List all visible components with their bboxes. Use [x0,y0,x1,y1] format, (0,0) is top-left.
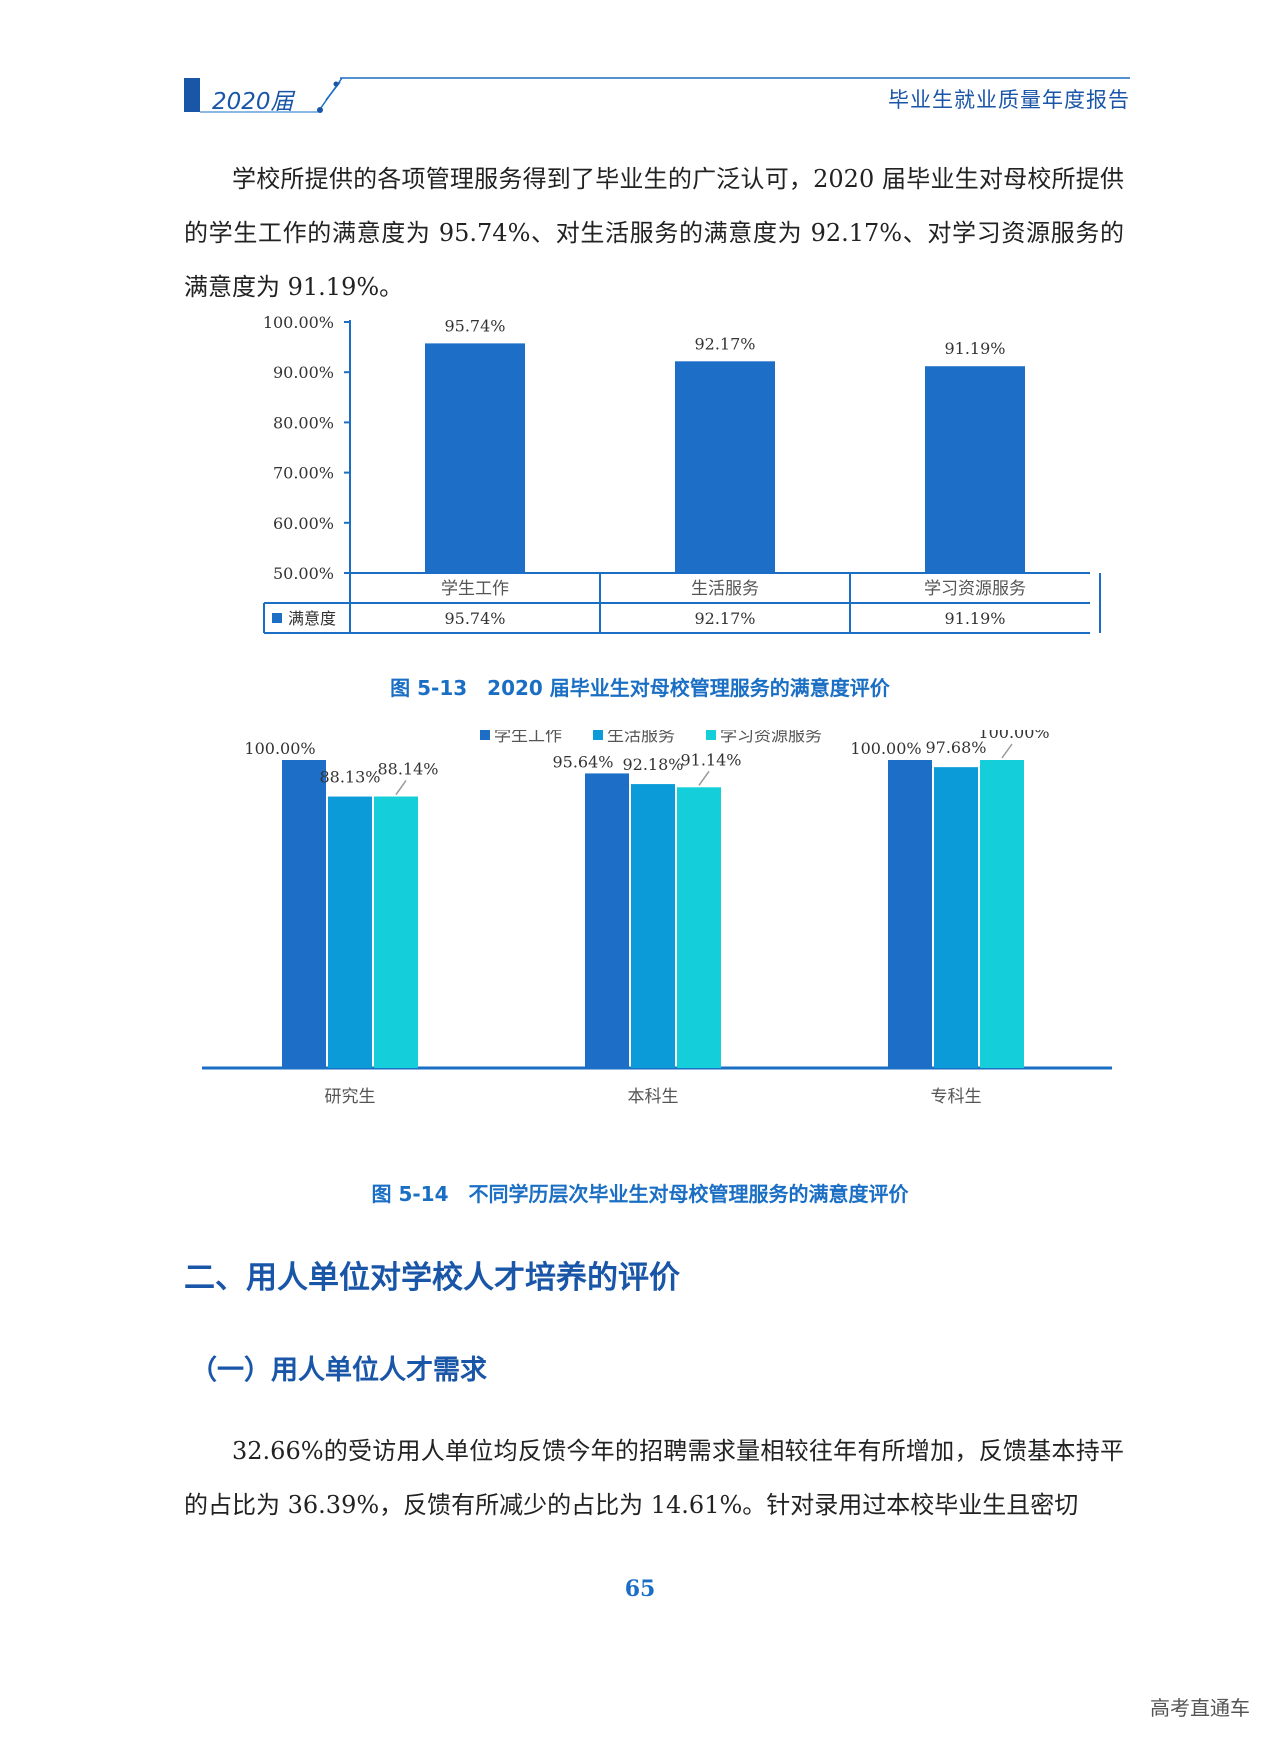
label-leader-line [395,780,407,795]
bar [677,787,721,1068]
label-leader-line [698,770,710,786]
legend-swatch [706,730,716,740]
bar [328,796,372,1068]
figure-caption-5-13: 图 5-13 2020 届毕业生对母校管理服务的满意度评价 [390,676,890,700]
y-tick-label: 100.00% [263,313,334,332]
category-label: 专科生 [931,1087,982,1107]
bar [374,796,418,1068]
bar-value-label: 92.18% [622,755,683,774]
legend-label: 学生工作 [494,730,562,746]
bar-value-label: 100.00% [244,739,315,758]
table-value: 95.74% [444,609,505,628]
bar-value-label: 100.00% [978,730,1049,742]
category-label: 本科生 [628,1087,679,1107]
bar-value-label: 92.17% [694,334,755,353]
legend-swatch-satisfaction [272,613,282,623]
section-heading: 二、用人单位对学校人才培养的评价 [184,1260,680,1296]
y-tick-label: 50.00% [273,564,334,583]
bar [888,760,932,1068]
bar-value-label: 91.19% [944,339,1005,358]
category-label: 生活服务 [691,579,759,599]
label-leader-line [1001,743,1013,759]
legend-swatch [593,730,603,740]
bar [980,760,1024,1068]
legend-label: 学习资源服务 [720,730,822,746]
legend-label: 生活服务 [607,730,675,746]
bar [925,366,1025,573]
y-tick-label: 90.00% [273,363,334,382]
bar-value-label: 95.74% [444,316,505,335]
subsection-heading: （一）用人单位人才需求 [190,1355,487,1386]
bar [934,767,978,1068]
bar-value-label: 91.14% [680,750,741,769]
header-accent-bar [184,78,200,112]
legend-swatch [480,730,490,740]
intro-paragraph: 学校所提供的各项管理服务得到了毕业生的广泛认可，2020 届毕业生对母校所提供的… [184,165,1124,301]
bar-value-label: 97.68% [925,738,986,757]
bar [585,773,629,1068]
bar-value-label: 95.64% [552,752,613,771]
bar [282,760,326,1068]
header-year: 2020届 [212,89,294,115]
table-value: 91.19% [944,609,1005,628]
satisfaction-bar-chart: 100.00% 90.00% 80.00% 70.00% 60.00% 50.00% 满意度… [263,313,1101,634]
page-number: 65 [624,1576,656,1602]
header-report-title: 毕业生就业质量年度报告 [888,88,1130,112]
legend-label-satisfaction: 满意度 [288,609,336,628]
y-tick-label: 70.00% [273,464,334,483]
bar [675,361,775,573]
category-label: 学习资源服务 [924,579,1026,599]
bar-value-label: 88.14% [377,760,438,779]
figure-caption-5-14: 图 5-14 不同学历层次毕业生对母校管理服务的满意度评价 [371,1182,909,1206]
employer-demand-paragraph: 32.66%的受访用人单位均反馈今年的招聘需求量相较往年有所增加，反馈基本持平的… [184,1437,1124,1519]
category-label: 学生工作 [441,579,509,599]
bar [631,784,675,1068]
bar-value-label: 88.13% [319,768,380,787]
watermark: 高考直通车 [1150,1696,1250,1720]
table-value: 92.17% [694,609,755,628]
bar-value-label: 100.00% [850,739,921,758]
y-tick-label: 80.00% [273,413,334,432]
y-tick-label: 60.00% [273,514,334,533]
header-decoration [200,77,1130,113]
level-satisfaction-bar-chart: 学生工作 生活服务 学习资源服务100.00%88.13%88.14%研究生95.6… [202,730,1112,1107]
category-label: 研究生 [325,1087,376,1107]
bar [425,343,525,573]
